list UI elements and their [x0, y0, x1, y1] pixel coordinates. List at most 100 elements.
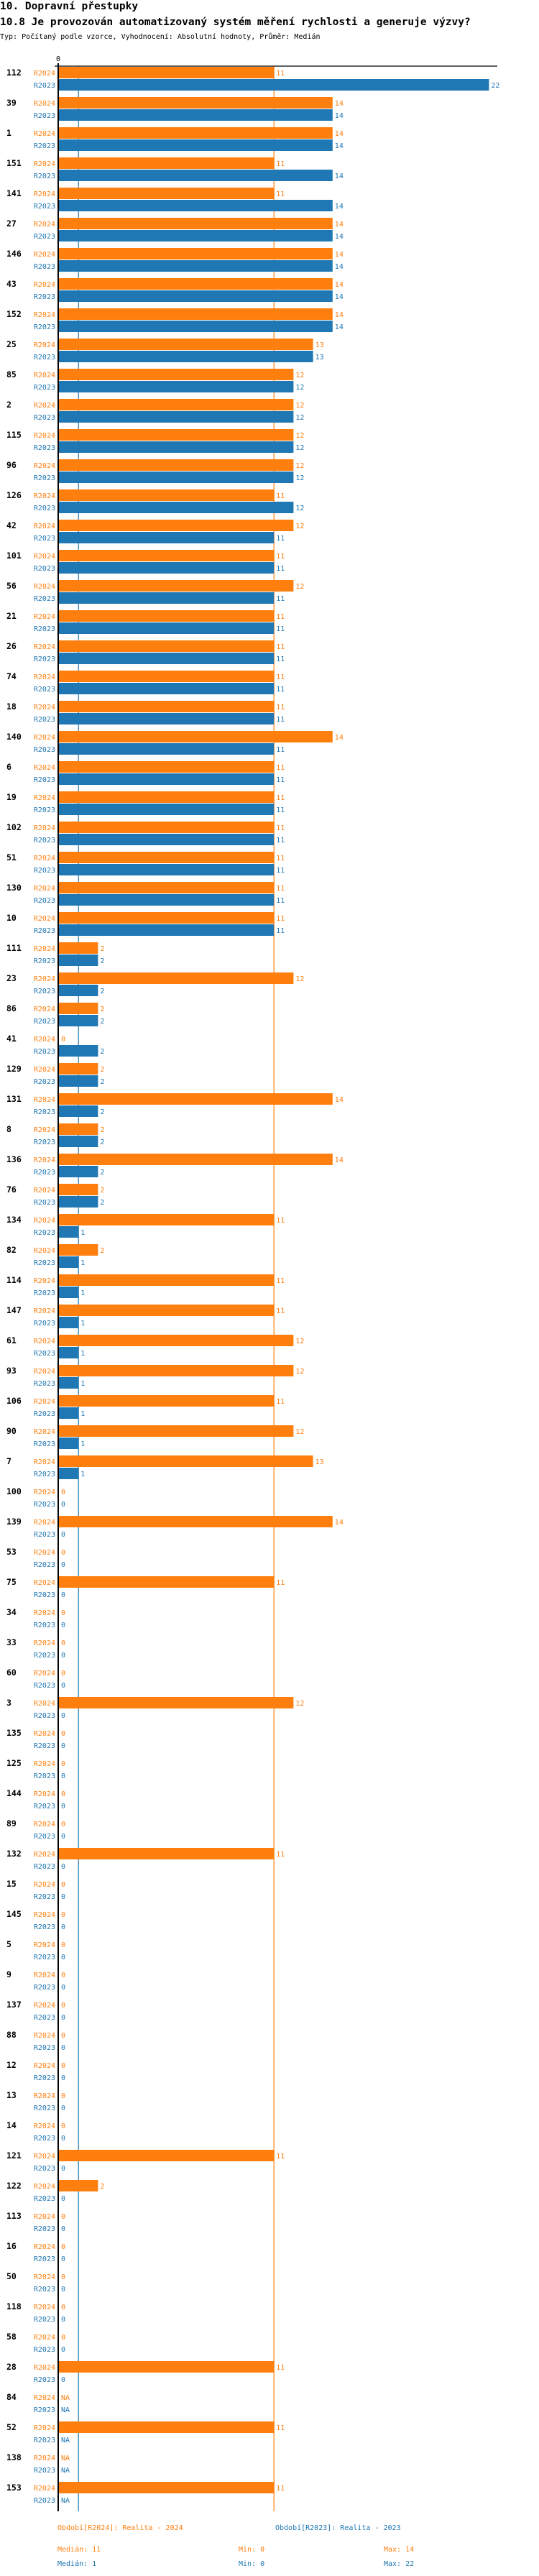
series-label: R2023 [34, 1682, 55, 1690]
value-label: 11 [276, 855, 285, 862]
series-label: R2024 [34, 824, 55, 832]
bar-R2024 [59, 1335, 294, 1346]
bar-R2024 [59, 972, 294, 984]
value-label: 12 [295, 523, 304, 530]
value-label: 11 [276, 885, 285, 893]
bar-R2023 [59, 1196, 98, 1208]
value-label: 14 [335, 100, 344, 108]
category-label: 151 [6, 158, 22, 168]
series-label: R2023 [34, 806, 55, 814]
bar-R2023 [59, 985, 98, 996]
value-label: 12 [295, 474, 304, 482]
series-label: R2023 [34, 82, 55, 90]
bar-R2023 [59, 260, 333, 272]
category-label: 145 [6, 1909, 22, 1919]
series-label: R2023 [34, 233, 55, 241]
value-label: 11 [276, 824, 285, 832]
series-label: R2023 [34, 1954, 55, 1961]
value-label: 0 [61, 1893, 65, 1901]
category-label: 152 [6, 309, 22, 319]
value-label: 0 [61, 1863, 65, 1871]
bar-R2024 [59, 1123, 98, 1135]
bar-R2023 [59, 109, 333, 121]
series-label: R2024 [34, 1790, 55, 1798]
series-label: R2023 [34, 2316, 55, 2324]
bar-R2024 [59, 1184, 98, 1195]
series-label: R2024 [34, 1730, 55, 1738]
category-label: 129 [6, 1064, 22, 1074]
value-label: 0 [61, 1622, 65, 1629]
bar-R2024 [59, 188, 275, 199]
category-label: 34 [6, 1607, 17, 1617]
series-label: R2024 [34, 1187, 55, 1195]
series-label: R2023 [34, 1018, 55, 1026]
series-label: R2024 [34, 1277, 55, 1285]
series-label: R2024 [34, 1639, 55, 1647]
series-label: R2024 [34, 432, 55, 440]
value-label: 2 [100, 2183, 104, 2191]
value-label: 12 [295, 384, 304, 392]
category-label: 89 [6, 1818, 17, 1828]
value-label: 11 [276, 1277, 285, 1285]
value-label: 14 [335, 203, 344, 211]
series-label: R2024 [34, 2213, 55, 2221]
bar-R2023 [59, 713, 275, 724]
category-label: 41 [6, 1034, 17, 1044]
category-label: 27 [6, 218, 17, 229]
value-label: 0 [61, 1639, 65, 1647]
value-label: 11 [276, 915, 285, 923]
bar-R2023 [59, 230, 333, 242]
value-label: 1 [80, 1380, 85, 1388]
series-label: R2023 [34, 2165, 55, 2173]
bar-R2024 [59, 942, 98, 954]
value-label: 0 [61, 2074, 65, 2082]
value-label: 0 [61, 2255, 65, 2263]
category-label: 75 [6, 1577, 17, 1587]
series-label: R2024 [34, 341, 55, 349]
series-label: R2023 [34, 414, 55, 422]
bar-R2024 [59, 157, 275, 169]
bar-R2023 [59, 441, 294, 453]
bar-R2024 [59, 1063, 98, 1075]
category-label: 50 [6, 2271, 17, 2281]
series-label: R2023 [34, 323, 55, 331]
bar-R2023 [59, 472, 294, 483]
series-label: R2024 [34, 1760, 55, 1768]
bar-R2024 [59, 701, 275, 712]
category-label: 6 [6, 762, 11, 772]
series-label: R2023 [34, 776, 55, 784]
series-label: R2023 [34, 1742, 55, 1750]
value-label: 11 [276, 553, 285, 561]
bar-R2024 [59, 248, 333, 259]
series-label: R2023 [34, 535, 55, 543]
bar-R2023 [59, 1377, 79, 1389]
value-label: 11 [276, 806, 285, 814]
series-label: R2024 [34, 673, 55, 681]
value-label: 12 [295, 1338, 304, 1346]
category-label: 15 [6, 1879, 17, 1889]
value-label: 2 [100, 1187, 104, 1195]
series-label: R2023 [34, 203, 55, 211]
value-label: 14 [335, 734, 344, 742]
value-label: 0 [61, 2062, 65, 2070]
series-label: R2023 [34, 1712, 55, 1720]
category-label: 12 [6, 2060, 17, 2070]
series-label: R2023 [34, 927, 55, 935]
bar-R2023 [59, 351, 313, 362]
value-label: 14 [335, 293, 344, 301]
value-label: 0 [61, 2213, 65, 2221]
category-label: 13 [6, 2090, 17, 2100]
series-label: R2023 [34, 837, 55, 845]
value-label: 11 [276, 1398, 285, 1406]
series-label: R2024 [34, 221, 55, 229]
series-label: R2023 [34, 1471, 55, 1478]
bar-R2024 [59, 1697, 294, 1708]
series-label: R2023 [34, 1923, 55, 1931]
series-label: R2023 [34, 505, 55, 512]
series-label: R2024 [34, 1519, 55, 1527]
bar-R2023 [59, 200, 333, 211]
value-label: 11 [276, 2485, 285, 2493]
series-label: R2023 [34, 384, 55, 392]
value-label: 11 [276, 897, 285, 905]
bar-R2024 [59, 2421, 275, 2433]
